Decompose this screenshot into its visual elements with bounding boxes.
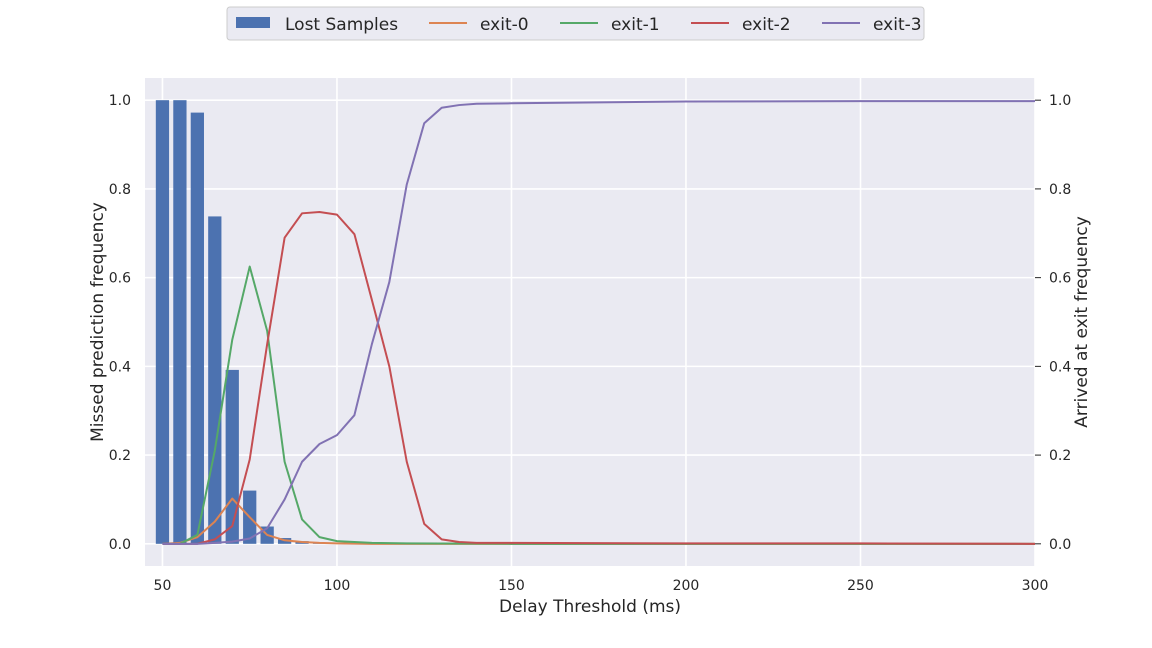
y-ticks-right: 0.0 0.2 0.4 0.6 0.8 1.0 [1035, 93, 1071, 553]
plot-area [145, 78, 1035, 566]
x-ticks: 50 100 150 200 250 300 [154, 578, 1049, 594]
x-tick-label-50: 50 [154, 578, 172, 594]
grid [145, 78, 1036, 566]
legend-label-exit-0: exit-0 [480, 15, 529, 35]
x-tick-label-100: 100 [324, 578, 351, 594]
series-line-exit-2 [162, 210, 1036, 545]
series-line-exit-3 [162, 100, 1035, 545]
bar-50 [155, 100, 170, 544]
series-lines [162, 100, 1036, 545]
legend: Lost Samples exit-0 exit-1 exit-2 exit-3 [226, 6, 925, 41]
x-tick-label-250: 250 [847, 578, 874, 594]
legend-label-exit-3: exit-3 [873, 15, 922, 35]
bar-60 [190, 112, 204, 544]
y-ticks-left: 0.0 0.2 0.4 0.6 0.8 1.0 [109, 93, 131, 553]
y-left-tick-label-0-6: 0.6 [109, 271, 131, 287]
y-left-tick-label-0-2: 0.2 [109, 448, 131, 464]
bar-65 [208, 216, 222, 544]
y-left-tick-label-0-4: 0.4 [109, 359, 131, 375]
x-tick-label-300: 300 [1022, 578, 1049, 594]
y-right-tick-label-0-4: 0.4 [1049, 359, 1071, 375]
x-tick-label-150: 150 [498, 578, 525, 594]
y-right-tick-label-0-8: 0.8 [1049, 182, 1071, 198]
legend-label-exit-2: exit-2 [742, 15, 791, 35]
y-left-tick-label-1-0: 1.0 [109, 93, 131, 109]
y-right-tick-label-0-2: 0.2 [1049, 448, 1071, 464]
legend-label-exit-1: exit-1 [611, 15, 660, 35]
y-left-tick-label-0-8: 0.8 [109, 182, 131, 198]
bar-70 [225, 369, 239, 544]
y-axis-label-left: Missed prediction frequency [88, 202, 108, 442]
legend-label-lost-samples: Lost Samples [285, 15, 398, 35]
x-tick-label-200: 200 [673, 578, 700, 594]
legend-swatch-lost-samples [236, 17, 270, 28]
y-left-tick-label-0-0: 0.0 [109, 537, 131, 553]
y-right-tick-label-1-0: 1.0 [1049, 93, 1071, 109]
x-axis-label: Delay Threshold (ms) [499, 597, 681, 617]
y-right-tick-label-0-6: 0.6 [1049, 271, 1071, 287]
y-axis-label-right: Arrived at exit frequency [1072, 216, 1092, 428]
y-right-tick-label-0-0: 0.0 [1049, 537, 1071, 553]
bar-55 [173, 100, 187, 544]
